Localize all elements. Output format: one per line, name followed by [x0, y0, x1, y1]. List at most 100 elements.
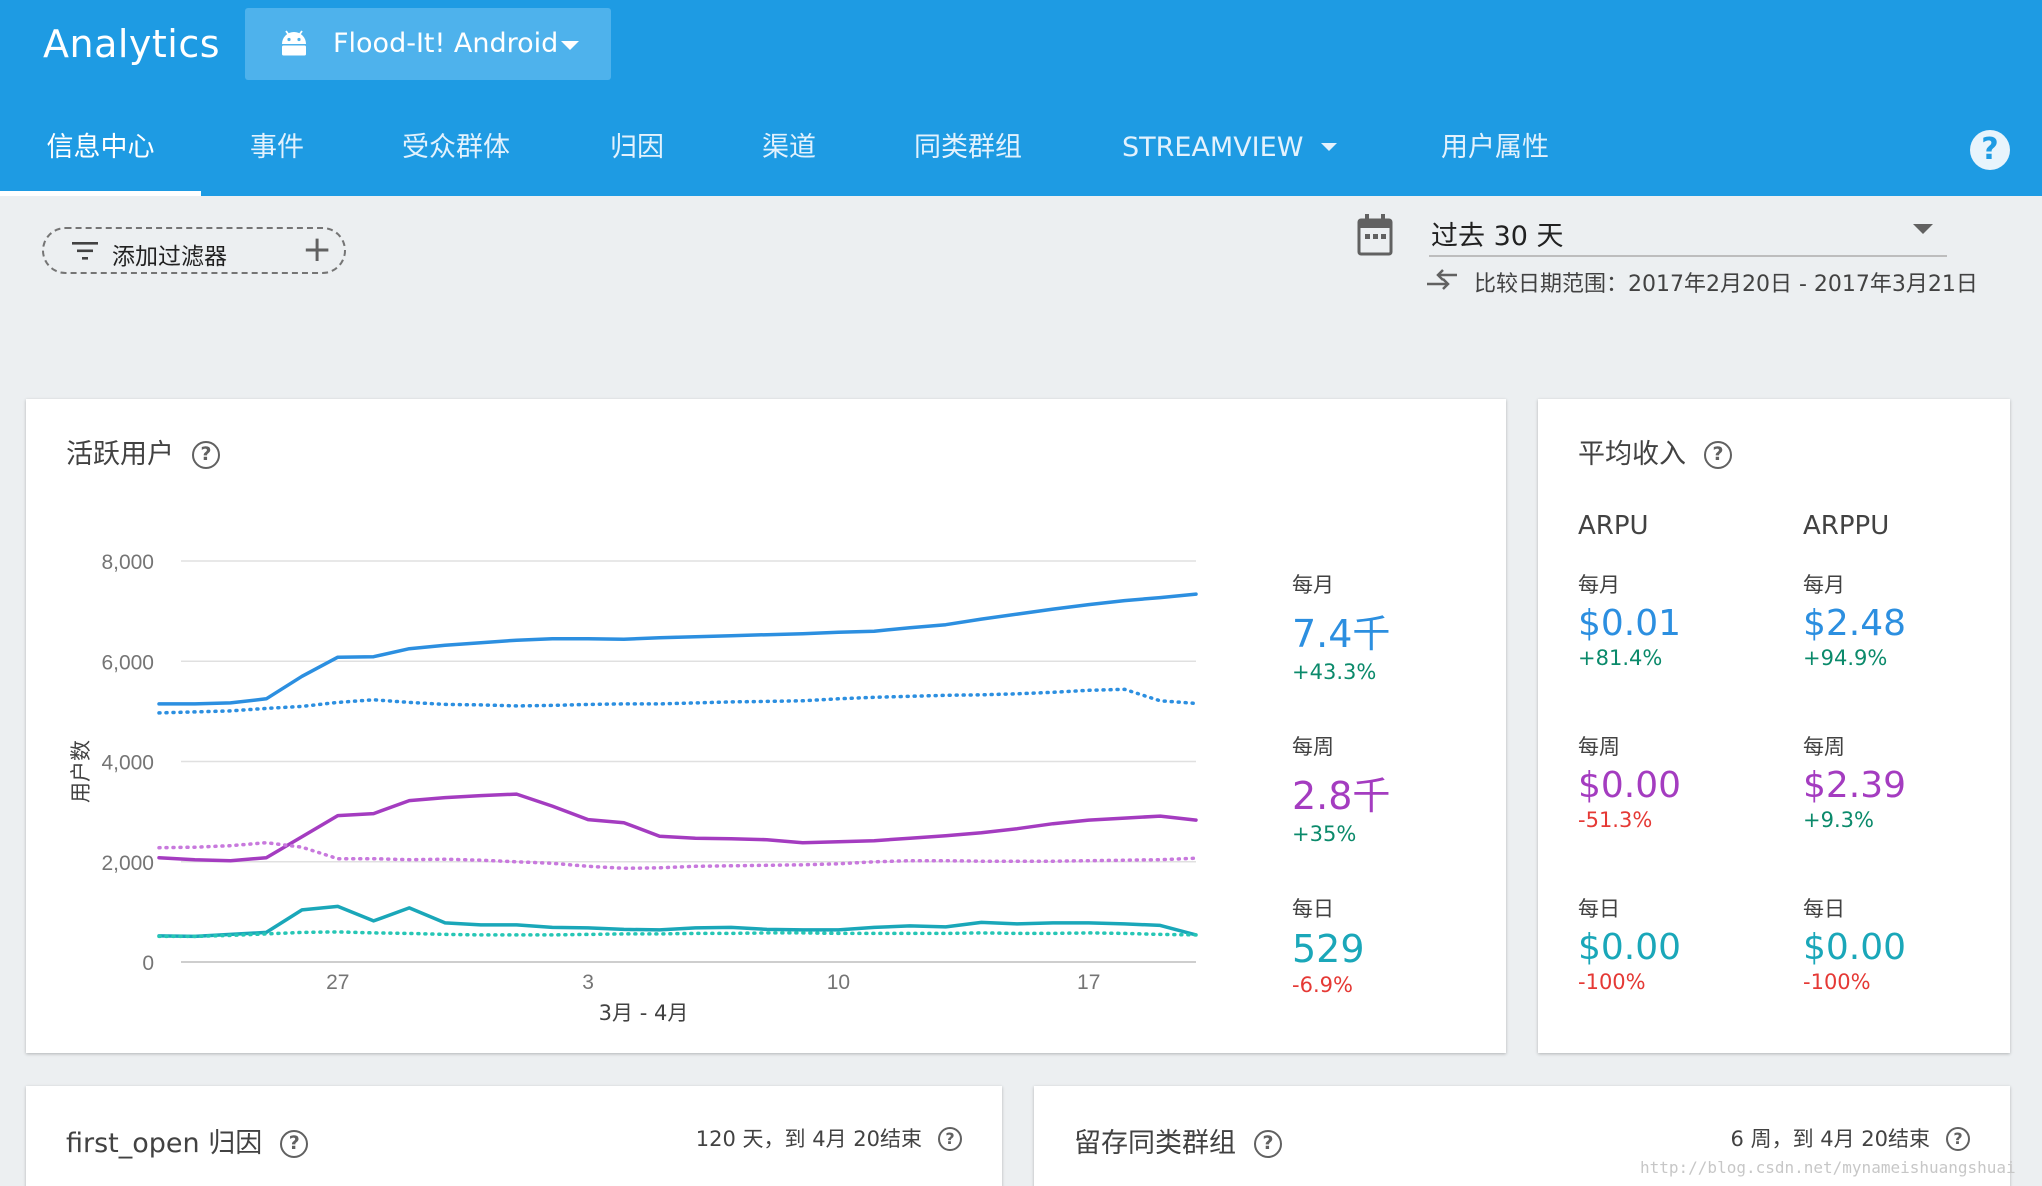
kpi-delta: -100% — [1578, 970, 1646, 994]
kpi-label: 每日 — [1292, 897, 1334, 921]
add-filter-button[interactable]: 添加过滤器 + — [42, 227, 346, 274]
tab-events[interactable]: 事件 — [250, 115, 304, 196]
arpu-header: ARPU — [1578, 511, 1649, 541]
filter-label: 添加过滤器 — [112, 244, 227, 270]
tab-label: 渠道 — [762, 132, 816, 163]
attribution-card: first_open 归因? 120 天，到 4月 20结束? — [26, 1086, 1002, 1186]
kpi-value: $0.00 — [1803, 927, 1907, 968]
kpi-value: 2.8千 — [1292, 774, 1391, 818]
y-axis-label: 用户数 — [69, 740, 93, 803]
retention-title: 留存同类群组 — [1074, 1128, 1236, 1159]
kpi-delta: +9.3% — [1803, 808, 1874, 832]
y-tick-label: 8,000 — [101, 551, 154, 574]
date-range-label: 过去 30 天 — [1431, 221, 1564, 252]
help-circle-icon[interactable]: ? — [1704, 441, 1732, 469]
nav-tabs: 信息中心 事件 受众群体 归因 渠道 同类群组 STREAMVIEW 用户属性 — [0, 115, 2042, 196]
kpi-value: $2.48 — [1803, 603, 1907, 644]
help-circle-icon[interactable]: ? — [280, 1130, 309, 1158]
active-users-chart: 8,000 6,000 4,000 2,000 0 用户数 27 3 10 17 3月 - 4月 — [69, 551, 1198, 1025]
arpu-monthly: 每月 $0.01 +81.4% — [1578, 569, 1681, 670]
x-tick-label: 17 — [1077, 971, 1100, 994]
retention-range: 6 周，到 4月 20结束 — [1730, 1127, 1930, 1151]
compare-date-range[interactable]: 比较日期范围：2017年2月20日 - 2017年3月21日 — [1474, 272, 1978, 297]
y-tick-label: 0 — [142, 952, 154, 975]
date-range-select[interactable]: 过去 30 天 — [1429, 205, 1947, 257]
tab-label: STREAMVIEW — [1122, 132, 1304, 163]
active-users-card: 活跃用户? 8,000 6,000 4,000 2,000 0 用户数 27 3 10 17 3月 … — [26, 399, 1506, 1053]
tab-audiences[interactable]: 受众群体 — [402, 115, 510, 196]
help-circle-icon[interactable]: ? — [192, 441, 220, 469]
kpi-delta: +35% — [1292, 822, 1357, 846]
attribution-title: first_open 归因 — [66, 1128, 263, 1159]
tab-label: 用户属性 — [1441, 132, 1549, 163]
arppu-monthly: 每月 $2.48 +94.9% — [1803, 569, 1906, 670]
help-circle-icon[interactable]: ? — [938, 1127, 962, 1151]
chevron-down-icon — [561, 41, 579, 50]
arpu-daily: 每日 $0.00 -100% — [1578, 893, 1681, 994]
series-line-daily — [157, 904, 1198, 939]
card-title: 活跃用户? — [66, 432, 220, 471]
kpi-value: $2.39 — [1803, 765, 1907, 806]
watermark: http://blog.csdn.net/mynameishuangshuai — [1640, 1158, 2016, 1177]
tab-cohorts[interactable]: 同类群组 — [914, 115, 1022, 196]
kpi-value: 7.4千 — [1292, 612, 1391, 656]
kpi-label: 每日 — [1578, 897, 1620, 921]
tab-attribution[interactable]: 归因 — [610, 115, 664, 196]
kpi-daily: 每日 529 -6.9% — [1292, 893, 1365, 997]
help-circle-icon[interactable]: ? — [1946, 1127, 1970, 1151]
project-selector[interactable]: Flood-It! Android — [245, 8, 611, 80]
tab-label: 事件 — [250, 132, 304, 163]
kpi-label: 每周 — [1803, 735, 1845, 759]
attribution-meta: 120 天，到 4月 20结束? — [696, 1123, 962, 1153]
x-tick-label: 27 — [326, 971, 349, 994]
tab-user-properties[interactable]: 用户属性 — [1441, 115, 1549, 196]
app-title[interactable]: Analytics — [43, 22, 221, 66]
y-tick-label: 4,000 — [101, 752, 154, 775]
kpi-delta: -51.3% — [1578, 808, 1653, 832]
kpi-monthly: 每月 7.4千 +43.3% — [1292, 569, 1390, 684]
kpi-delta: -100% — [1803, 970, 1871, 994]
x-axis-label: 3月 - 4月 — [599, 1001, 689, 1025]
calendar-icon[interactable] — [1357, 214, 1393, 256]
arppu-daily: 每日 $0.00 -100% — [1803, 893, 1906, 994]
y-tick-label: 6,000 — [101, 651, 154, 674]
help-circle-icon[interactable]: ? — [1254, 1130, 1282, 1158]
tab-dashboard[interactable]: 信息中心 — [0, 115, 201, 196]
arpu-weekly: 每周 $0.00 -51.3% — [1578, 731, 1681, 832]
filter-icon — [72, 242, 98, 260]
x-tick-label: 3 — [582, 971, 594, 994]
revenue-title: 平均收入 — [1578, 439, 1686, 470]
tab-label: 信息中心 — [46, 132, 155, 163]
help-icon[interactable]: ? — [1970, 130, 2010, 170]
average-revenue-card: 平均收入? ARPU ARPPU 每月 $0.01 +81.4% 每周 $0.0… — [1538, 399, 2010, 1053]
y-tick-label: 2,000 — [101, 852, 154, 875]
project-name: Flood-It! Android — [333, 28, 559, 59]
arppu-header: ARPPU — [1803, 511, 1890, 541]
x-tick-label: 10 — [827, 971, 850, 994]
tab-funnels[interactable]: 渠道 — [762, 115, 816, 196]
kpi-label: 每周 — [1292, 735, 1334, 759]
tab-label: 同类群组 — [914, 132, 1022, 163]
card-title: 留存同类群组? — [1074, 1121, 1282, 1160]
card-title: 平均收入? — [1578, 432, 1732, 471]
kpi-value: $0.01 — [1578, 603, 1682, 644]
android-icon — [282, 30, 306, 56]
kpi-value: $0.00 — [1578, 765, 1682, 806]
kpi-label: 每月 — [1292, 573, 1334, 597]
plus-icon: + — [302, 229, 333, 270]
chevron-down-icon — [1321, 142, 1338, 151]
tab-streamview[interactable]: STREAMVIEW — [1122, 115, 1338, 196]
series-line-weekly — [157, 792, 1198, 863]
kpi-weekly: 每周 2.8千 +35% — [1292, 731, 1390, 846]
active-tab-indicator — [0, 191, 201, 196]
active-users-title: 活跃用户 — [66, 439, 174, 470]
attribution-range: 120 天，到 4月 20结束 — [695, 1127, 922, 1151]
retention-cohort-card: 留存同类群组? 6 周，到 4月 20结束? — [1034, 1086, 2010, 1186]
card-title: first_open 归因? — [66, 1121, 309, 1160]
tab-label: 受众群体 — [402, 132, 510, 163]
kpi-label: 每周 — [1578, 735, 1620, 759]
kpi-delta: +94.9% — [1803, 646, 1888, 670]
kpi-delta: -6.9% — [1292, 973, 1353, 997]
compare-arrows-icon — [1427, 269, 1457, 290]
arppu-weekly: 每周 $2.39 +9.3% — [1803, 731, 1906, 832]
